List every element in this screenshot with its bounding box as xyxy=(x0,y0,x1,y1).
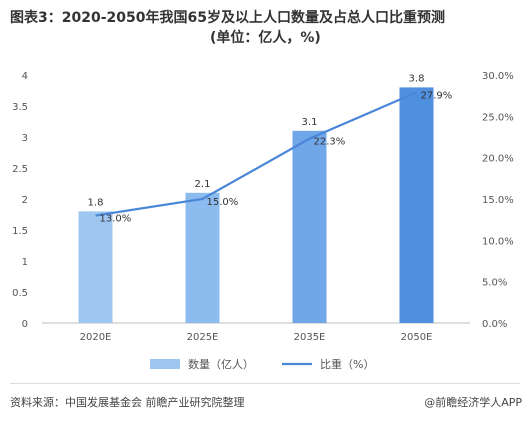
x-tick-label: 2035E xyxy=(294,332,326,343)
y-tick-label-left: 0.5 xyxy=(12,288,28,299)
ratio-line xyxy=(95,91,417,217)
line-value-label: 13.0% xyxy=(100,214,132,225)
x-tick-label: 2020E xyxy=(80,332,112,343)
line-value-label: 27.9% xyxy=(421,90,453,101)
y-tick-label-left: 2 xyxy=(22,195,28,206)
legend-label-bar: 数量（亿人） xyxy=(188,358,254,371)
y-tick-label-left: 3.5 xyxy=(12,102,28,113)
y-tick-label-right: 15.0% xyxy=(482,195,514,206)
chart-title-unit: (单位：亿人，%) xyxy=(210,30,321,46)
bar-value-label: 3.1 xyxy=(302,117,318,128)
footer-divider xyxy=(10,383,520,384)
line-value-label: 15.0% xyxy=(207,197,239,208)
y-tick-label-right: 25.0% xyxy=(482,112,514,123)
bar-value-label: 2.1 xyxy=(195,179,211,190)
bar-value-label: 3.8 xyxy=(409,73,425,84)
line-value-label: 22.3% xyxy=(314,137,346,148)
bar xyxy=(292,130,327,323)
chart-title-main: 图表3：2020-2050年我国65岁及以上人口数量及占总人口比重预测 xyxy=(10,10,445,26)
source-note: 资料来源：中国发展基金会 前瞻产业研究院整理 xyxy=(10,396,245,409)
bar-value-label: 1.8 xyxy=(88,197,104,208)
y-tick-label-left: 1.5 xyxy=(12,226,28,237)
x-tick-label: 2050E xyxy=(401,332,433,343)
y-tick-label-right: 0.0% xyxy=(482,319,507,330)
y-tick-label-right: 30.0% xyxy=(482,71,514,82)
x-tick-label: 2025E xyxy=(187,332,219,343)
y-tick-label-right: 20.0% xyxy=(482,154,514,165)
brand-credit: @前瞻经济学人APP xyxy=(424,396,522,409)
y-tick-label-left: 1 xyxy=(22,257,28,268)
bar xyxy=(399,87,434,324)
bar xyxy=(78,211,113,323)
y-tick-label-left: 4 xyxy=(22,71,28,82)
y-tick-label-left: 3 xyxy=(22,133,28,144)
chart-title: 图表3：2020-2050年我国65岁及以上人口数量及占总人口比重预测 (单位：… xyxy=(10,8,520,48)
y-tick-label-right: 10.0% xyxy=(482,236,514,247)
y-tick-label-left: 0 xyxy=(22,319,28,330)
y-tick-label-left: 2.5 xyxy=(12,164,28,175)
legend-label-line: 比重（%） xyxy=(320,357,374,371)
y-tick-label-right: 5.0% xyxy=(482,278,507,289)
bar xyxy=(185,192,220,323)
legend-swatch-bar xyxy=(150,359,180,369)
